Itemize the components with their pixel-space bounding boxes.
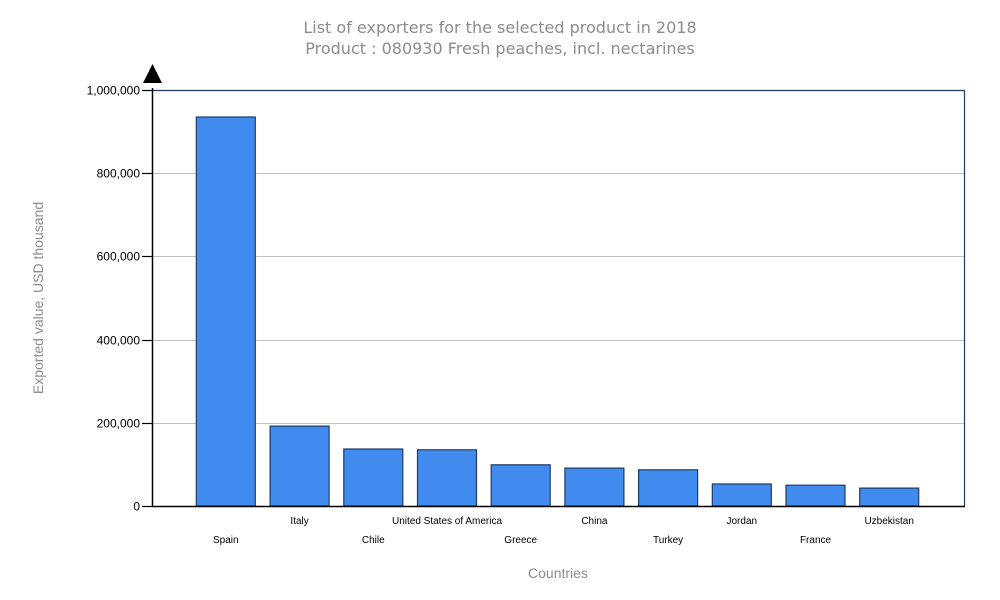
chart-subtitle: Product : 080930 Fresh peaches, incl. ne…	[305, 39, 695, 58]
x-tick-label: Italy	[290, 516, 308, 527]
y-ticks: 0 200,000 400,000 600,000 800,000 1,000,000	[87, 84, 152, 514]
y-tick-label: 1,000,000	[87, 84, 141, 98]
x-tick-label: Turkey	[653, 535, 683, 546]
x-category-labels: Spain Italy Chile United States of AmericaG…	[213, 516, 914, 546]
y-tick-label: 0	[133, 500, 140, 514]
y-tick-label: 200,000	[97, 417, 141, 431]
x-axis-title: Countries	[528, 565, 588, 581]
y-axis-title: Exported value, USD thousand	[30, 202, 46, 394]
bar-uzbekistan[interactable]	[859, 487, 920, 507]
axes	[143, 64, 966, 508]
bars	[195, 116, 920, 507]
bar-france[interactable]	[785, 484, 846, 507]
x-tick-label: Greece	[504, 535, 537, 546]
bar-jordan[interactable]	[711, 483, 772, 507]
bar-turkey[interactable]	[637, 469, 699, 507]
x-tick-label: China	[581, 516, 608, 527]
bar-chile[interactable]	[343, 448, 404, 507]
y-tick-label: 800,000	[97, 167, 141, 181]
bar-china[interactable]	[564, 467, 625, 507]
x-tick-label: Chile	[362, 535, 385, 546]
bar-greece[interactable]	[490, 464, 551, 507]
y-axis-arrow-icon	[143, 64, 162, 83]
bar-spain[interactable]	[195, 116, 256, 507]
x-tick-label: Spain	[213, 535, 239, 546]
x-tick-label: Jordan	[727, 516, 758, 527]
bar-italy[interactable]	[269, 425, 330, 507]
x-tick-label: Uzbekistan	[864, 516, 913, 527]
x-tick-label: France	[800, 535, 832, 546]
x-tick-label: United States of America	[392, 516, 502, 527]
gridlines	[152, 173, 964, 424]
bar-united-states-of-america[interactable]	[416, 449, 478, 507]
y-tick-label: 600,000	[97, 250, 141, 264]
y-tick-label: 400,000	[97, 334, 141, 348]
chart-title: List of exporters for the selected produ…	[303, 18, 697, 37]
